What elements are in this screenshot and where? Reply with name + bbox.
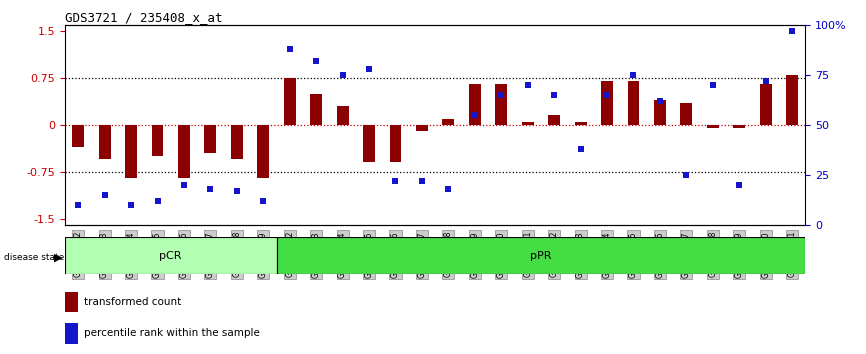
Point [494,92,508,98]
Bar [178,125,190,178]
Point [653,98,667,104]
Point [336,72,350,78]
Bar [310,93,322,125]
Bar [681,103,692,125]
Point [520,82,534,88]
Bar [204,125,216,153]
Bar [522,122,533,125]
Text: pPR: pPR [530,251,552,261]
Point [759,78,772,84]
Point [256,198,270,204]
Point [573,146,587,152]
Bar [759,84,772,125]
Bar [654,100,666,125]
Point [547,92,561,98]
Point [442,186,456,192]
Bar [65,292,78,313]
Bar [495,84,507,125]
Point [600,92,614,98]
Point [733,182,746,188]
Bar [276,237,805,274]
Point [468,112,481,118]
Bar [257,125,269,178]
Point [124,202,138,207]
Point [309,58,323,64]
Bar [152,125,164,156]
Bar [72,125,84,147]
Bar [734,125,746,128]
Bar [337,106,348,125]
Bar [99,125,111,159]
Text: ▶: ▶ [54,253,62,263]
Bar [65,237,276,274]
Point [283,46,297,52]
Point [204,186,217,192]
Point [389,178,403,184]
Bar [416,125,428,131]
Bar [469,84,481,125]
Bar [601,81,613,125]
Text: percentile rank within the sample: percentile rank within the sample [84,329,260,338]
Text: disease state: disease state [4,253,65,262]
Point [362,66,376,72]
Point [151,198,165,204]
Point [415,178,429,184]
Bar [707,125,719,128]
Point [177,182,191,188]
Text: pCR: pCR [159,251,182,261]
Point [627,72,641,78]
Bar [548,115,560,125]
Bar [231,125,242,159]
Point [229,188,243,194]
Bar [786,75,798,125]
Point [785,28,799,34]
Bar [125,125,137,178]
Point [71,202,85,207]
Bar [65,323,78,344]
Bar [363,125,375,162]
Point [98,192,112,198]
Bar [575,122,586,125]
Text: transformed count: transformed count [84,297,182,307]
Bar [628,81,639,125]
Text: GDS3721 / 235408_x_at: GDS3721 / 235408_x_at [65,11,223,24]
Bar [443,119,455,125]
Bar [390,125,402,162]
Bar [284,78,295,125]
Point [680,172,694,178]
Point [706,82,720,88]
